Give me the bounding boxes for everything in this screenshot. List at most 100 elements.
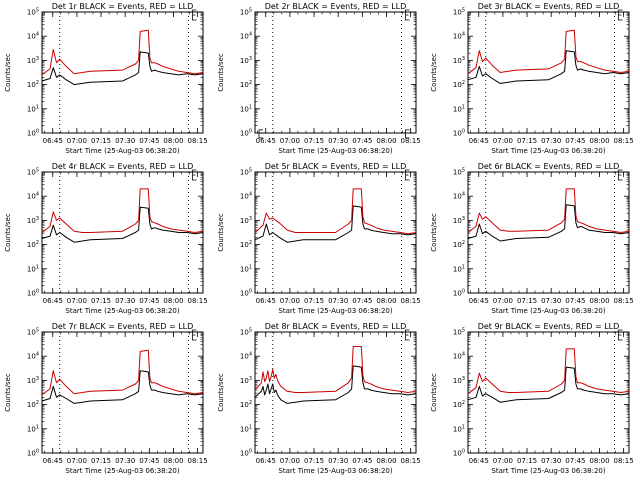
y-axis-label: Counts/sec bbox=[217, 53, 225, 92]
x-tick-label: 06:45 bbox=[256, 297, 276, 305]
y-tick-label: 100 bbox=[453, 449, 465, 458]
detector-panel: Det 8r BLACK = Events, RED = LLD 100 101 10… bbox=[213, 320, 426, 480]
x-tick-label: 08:00 bbox=[589, 297, 609, 305]
y-axis-label: Counts/sec bbox=[430, 373, 438, 412]
plot-frame bbox=[467, 331, 630, 454]
y-tick-label: 100 bbox=[240, 289, 252, 298]
y-tick-label: 105 bbox=[240, 328, 252, 337]
x-tick-label: 07:45 bbox=[352, 297, 372, 305]
x-tick-label: 08:00 bbox=[589, 137, 609, 145]
x-axis-label: Start Time (25-Aug-03 06:38:20) bbox=[491, 147, 605, 155]
y-tick-label: 102 bbox=[453, 80, 465, 89]
y-tick-label: 101 bbox=[240, 264, 252, 273]
y-tick-label: 100 bbox=[27, 289, 39, 298]
x-tick-label: 07:45 bbox=[139, 457, 159, 465]
x-axis-label: Start Time (25-Aug-03 06:38:20) bbox=[65, 147, 179, 155]
y-tick-label: 104 bbox=[240, 32, 252, 41]
y-tick-label: 104 bbox=[240, 192, 252, 201]
x-tick-label: 08:15 bbox=[401, 457, 421, 465]
x-tick-label: 08:15 bbox=[188, 137, 208, 145]
events-series-line bbox=[254, 205, 417, 243]
detector-panel: Det 7r BLACK = Events, RED = LLD 100 101 10… bbox=[0, 320, 213, 480]
x-axis-label: Start Time (25-Aug-03 06:38:20) bbox=[65, 467, 179, 475]
detector-panel: Det 9r BLACK = Events, RED = LLD 100 101 10… bbox=[426, 320, 639, 480]
x-tick-label: 07:15 bbox=[304, 457, 324, 465]
y-tick-label: 105 bbox=[453, 8, 465, 17]
x-axis-label: Start Time (25-Aug-03 06:38:20) bbox=[65, 307, 179, 315]
x-tick-label: 07:45 bbox=[565, 457, 585, 465]
panel-plot: Det 2r BLACK = Events, RED = LLD 100 101 10… bbox=[217, 2, 421, 155]
y-tick-label: 104 bbox=[453, 352, 465, 361]
y-tick-label: 103 bbox=[27, 56, 39, 65]
panel-title: Det 4r BLACK = Events, RED = LLD bbox=[52, 162, 194, 171]
x-tick-label: 06:45 bbox=[43, 297, 63, 305]
detector-panel: Det 3r BLACK = Events, RED = LLD 100 101 10… bbox=[426, 0, 639, 160]
y-tick-label: 105 bbox=[240, 8, 252, 17]
x-axis-label: Start Time (25-Aug-03 06:38:20) bbox=[491, 307, 605, 315]
plot-frame bbox=[41, 331, 204, 454]
lld-series-line bbox=[41, 188, 204, 233]
y-tick-label: 100 bbox=[453, 289, 465, 298]
y-tick-label: 101 bbox=[453, 264, 465, 273]
y-axis-label: Counts/sec bbox=[4, 53, 12, 92]
x-tick-label: 07:00 bbox=[493, 137, 513, 145]
y-tick-label: 103 bbox=[453, 376, 465, 385]
y-tick-label: 104 bbox=[240, 352, 252, 361]
x-tick-label: 08:00 bbox=[589, 457, 609, 465]
x-tick-label: 07:45 bbox=[565, 137, 585, 145]
y-axis-label: Counts/sec bbox=[4, 373, 12, 412]
x-tick-label: 08:00 bbox=[376, 137, 396, 145]
y-tick-label: 101 bbox=[27, 264, 39, 273]
y-tick-label: 101 bbox=[27, 424, 39, 433]
x-tick-label: 07:45 bbox=[352, 457, 372, 465]
x-tick-label: 06:45 bbox=[43, 137, 63, 145]
y-tick-label: 103 bbox=[240, 376, 252, 385]
detector-panel: Det 1r BLACK = Events, RED = LLD 100 101 10… bbox=[0, 0, 213, 160]
x-tick-label: 08:00 bbox=[163, 457, 183, 465]
x-tick-label: 07:00 bbox=[67, 137, 87, 145]
detector-panel: Det 4r BLACK = Events, RED = LLD 100 101 10… bbox=[0, 160, 213, 320]
y-tick-label: 101 bbox=[240, 424, 252, 433]
lld-series-line bbox=[41, 349, 204, 396]
x-tick-label: 06:45 bbox=[256, 457, 276, 465]
x-tick-label: 08:15 bbox=[188, 457, 208, 465]
events-series-line bbox=[41, 206, 204, 243]
panel-plot: Det 7r BLACK = Events, RED = LLD 100 101 10… bbox=[4, 322, 208, 475]
y-tick-label: 102 bbox=[240, 240, 252, 249]
lld-series-line bbox=[41, 29, 204, 76]
y-tick-label: 102 bbox=[240, 400, 252, 409]
y-tick-label: 105 bbox=[240, 168, 252, 177]
x-tick-label: 06:45 bbox=[469, 137, 489, 145]
panel-title: Det 8r BLACK = Events, RED = LLD bbox=[265, 322, 407, 331]
x-tick-label: 08:15 bbox=[614, 297, 634, 305]
y-axis-label: Counts/sec bbox=[217, 373, 225, 412]
panel-title: Det 1r BLACK = Events, RED = LLD bbox=[52, 2, 194, 11]
x-tick-label: 07:45 bbox=[352, 137, 372, 145]
x-axis-label: Start Time (25-Aug-03 06:38:20) bbox=[278, 147, 392, 155]
events-series-line bbox=[467, 204, 630, 242]
x-tick-label: 06:45 bbox=[469, 297, 489, 305]
events-series-line bbox=[467, 366, 630, 403]
y-tick-label: 101 bbox=[27, 104, 39, 113]
events-series-line bbox=[41, 370, 204, 404]
y-tick-label: 104 bbox=[27, 32, 39, 41]
x-tick-label: 07:30 bbox=[541, 457, 561, 465]
y-tick-label: 104 bbox=[453, 192, 465, 201]
marker-bracket bbox=[258, 129, 263, 139]
y-tick-label: 102 bbox=[27, 240, 39, 249]
panel-title: Det 6r BLACK = Events, RED = LLD bbox=[478, 162, 620, 171]
x-tick-label: 07:45 bbox=[139, 137, 159, 145]
panel-plot: Det 8r BLACK = Events, RED = LLD 100 101 10… bbox=[217, 322, 421, 475]
y-tick-label: 105 bbox=[453, 328, 465, 337]
x-tick-label: 08:00 bbox=[163, 137, 183, 145]
y-tick-label: 101 bbox=[453, 424, 465, 433]
x-tick-label: 08:15 bbox=[401, 297, 421, 305]
y-tick-label: 101 bbox=[453, 104, 465, 113]
x-tick-label: 07:15 bbox=[517, 457, 537, 465]
x-tick-label: 07:00 bbox=[493, 457, 513, 465]
lld-series-line bbox=[467, 188, 630, 233]
x-tick-label: 07:30 bbox=[115, 297, 135, 305]
y-axis-label: Counts/sec bbox=[430, 213, 438, 252]
x-tick-label: 07:00 bbox=[67, 457, 87, 465]
